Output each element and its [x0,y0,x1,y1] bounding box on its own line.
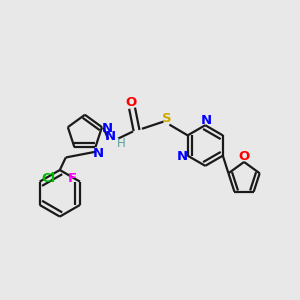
Text: N: N [177,150,188,163]
Text: S: S [162,112,171,125]
Text: N: N [105,130,116,143]
Text: O: O [125,96,136,109]
Text: N: N [201,114,212,127]
Text: O: O [238,150,250,163]
Text: F: F [68,172,77,185]
Text: H: H [117,136,126,150]
Text: N: N [92,147,104,160]
Text: Cl: Cl [41,172,55,185]
Text: N: N [102,122,113,135]
